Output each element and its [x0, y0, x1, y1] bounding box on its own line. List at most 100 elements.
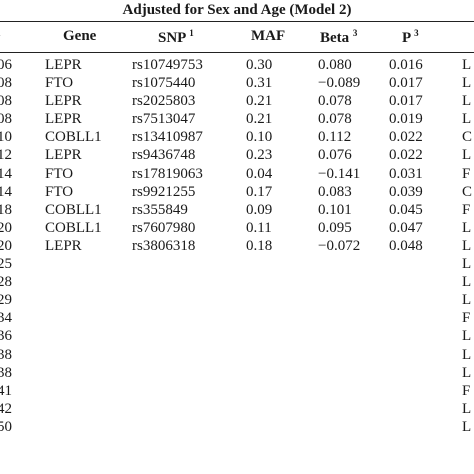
left-column-cell: 42: [0, 400, 12, 417]
left-column-cell: 14: [0, 165, 12, 182]
gene-cell: FTO: [45, 75, 74, 92]
right-column-cell: F: [462, 382, 471, 399]
table-row: 34 F: [0, 309, 474, 327]
table-row: 20 LEPR rs3806318 0.18 −0.072 0.048 L: [0, 237, 474, 255]
left-column-cell: 28: [0, 274, 12, 291]
header-p-label: P: [402, 30, 411, 46]
left-column-cell: 41: [0, 382, 12, 399]
table-row: 20 COBLL1 rs7607980 0.11 0.095 0.047 L: [0, 219, 474, 237]
right-column-cell: L: [462, 147, 472, 164]
snp-cell: rs7607980: [132, 219, 196, 236]
gene-cell: COBLL1: [45, 219, 102, 236]
snp-cell: rs355849: [132, 201, 188, 218]
table-row: 38 L: [0, 364, 474, 382]
left-column-cell: 20: [0, 237, 12, 254]
header-snp-label: SNP: [158, 30, 186, 46]
p-value-cell: 0.022: [389, 129, 423, 146]
p-value-cell: 0.047: [389, 219, 423, 236]
header-gene: Gene: [63, 28, 97, 44]
beta-cell: 0.112: [318, 129, 352, 146]
left-column-cell: 20: [0, 219, 12, 236]
right-column-cell: F: [462, 201, 471, 218]
right-column-cell: L: [462, 418, 472, 435]
header-snp-sup: 1: [189, 28, 194, 38]
gene-cell: LEPR: [45, 147, 82, 164]
left-column-cell: 10: [0, 129, 12, 146]
left-column-cell: 38: [0, 364, 12, 381]
snp-cell: rs17819063: [132, 165, 203, 182]
maf-cell: 0.18: [246, 237, 273, 254]
maf-cell: 0.21: [246, 93, 273, 110]
right-column-cell: L: [462, 292, 472, 309]
right-column-cell: L: [462, 111, 472, 128]
left-column-cell: 25: [0, 256, 12, 273]
header-beta-sup: 3: [352, 28, 358, 38]
snp-cell: rs3806318: [132, 237, 196, 254]
p-value-cell: 0.039: [389, 183, 423, 200]
p-value-cell: 0.016: [389, 57, 423, 73]
snp-cell: rs9921255: [132, 183, 196, 200]
table-row: 12 LEPR rs9436748 0.23 0.076 0.022 L: [0, 146, 474, 164]
snp-cell: rs13410987: [132, 129, 203, 146]
p-value-cell: 0.022: [389, 147, 423, 164]
left-column-cell: 12: [0, 147, 12, 164]
right-column-cell: L: [462, 274, 472, 291]
header-p: P 3: [402, 28, 419, 47]
beta-cell: 0.101: [318, 201, 352, 218]
header-p-sup: 3: [414, 28, 419, 38]
right-column-cell: L: [462, 57, 472, 73]
maf-cell: 0.21: [246, 111, 273, 128]
top-rule: [0, 21, 474, 22]
table-row: 36 L: [0, 327, 474, 345]
p-value-cell: 0.031: [389, 165, 423, 182]
table-body: 06 LEPR rs10749753 0.30 0.080 0.016 L 08 FTO rs10…: [0, 56, 474, 436]
beta-cell: 0.080: [318, 57, 352, 73]
table-row: 06 LEPR rs10749753 0.30 0.080 0.016 L: [0, 56, 474, 74]
table-row: 18 COBLL1 rs355849 0.09 0.101 0.045 F: [0, 201, 474, 219]
table-title: Adjusted for Sex and Age (Model 2): [122, 2, 352, 18]
right-column-cell: L: [462, 364, 472, 381]
maf-cell: 0.31: [246, 75, 273, 92]
beta-cell: −0.141: [318, 165, 361, 182]
p-value-cell: 0.045: [389, 201, 423, 218]
left-column-cell: 36: [0, 328, 12, 345]
left-column-cell: 29: [0, 292, 12, 309]
beta-cell: 0.078: [318, 111, 352, 128]
table-row: 28 L: [0, 273, 474, 291]
table-row: 14 FTO rs17819063 0.04 −0.141 0.031 F: [0, 165, 474, 183]
table-row: 29 L: [0, 291, 474, 309]
maf-cell: 0.11: [246, 219, 272, 236]
right-column-cell: L: [462, 346, 472, 363]
maf-cell: 0.17: [246, 183, 273, 200]
right-column-cell: F: [462, 165, 471, 182]
gene-cell: LEPR: [45, 57, 82, 73]
right-column-cell: C: [462, 183, 473, 200]
maf-cell: 0.30: [246, 57, 273, 73]
right-column-cell: L: [462, 93, 472, 110]
right-column-cell: L: [462, 400, 472, 417]
right-column-cell: C: [462, 129, 473, 146]
snp-cell: rs7513047: [132, 111, 196, 128]
table-row: 08 LEPR rs7513047 0.21 0.078 0.019 L: [0, 110, 474, 128]
snp-cell: rs9436748: [132, 147, 196, 164]
table-row: 08 LEPR rs2025803 0.21 0.078 0.017 L: [0, 92, 474, 110]
maf-cell: 0.10: [246, 129, 273, 146]
gene-cell: FTO: [45, 165, 74, 182]
left-column-cell: 38: [0, 346, 12, 363]
left-column-cell: 08: [0, 75, 12, 92]
header-rule: [0, 52, 474, 53]
p-value-cell: 0.019: [389, 111, 423, 128]
p-value-cell: 0.017: [389, 93, 423, 110]
beta-cell: 0.083: [318, 183, 352, 200]
gene-cell: COBLL1: [45, 129, 102, 146]
table-row: 08 FTO rs1075440 0.31 −0.089 0.017 L: [0, 74, 474, 92]
beta-cell: 0.078: [318, 93, 352, 110]
left-column-cell: 06: [0, 57, 12, 73]
left-column-cell: 08: [0, 93, 12, 110]
beta-cell: 0.076: [318, 147, 352, 164]
gene-cell: LEPR: [45, 93, 82, 110]
right-column-cell: L: [462, 328, 472, 345]
gene-cell: LEPR: [45, 111, 82, 128]
header-row: 2 Gene SNP 1 MAF Beta 3 P 3: [0, 25, 474, 49]
